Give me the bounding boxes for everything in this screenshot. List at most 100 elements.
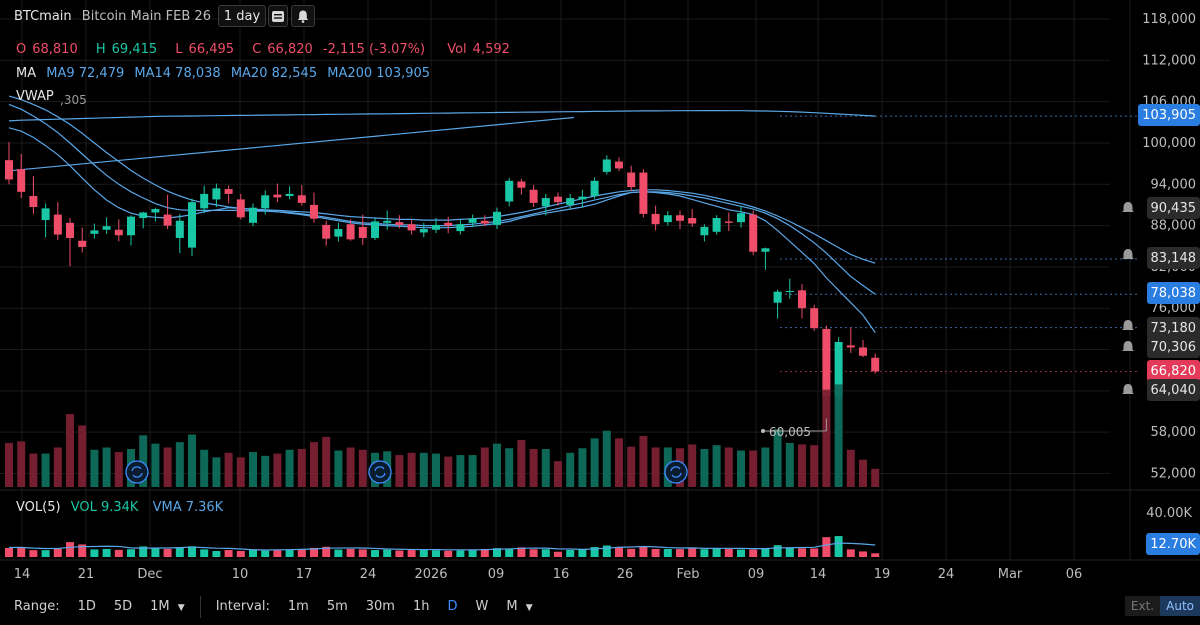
interval-chip-label: 1 day — [223, 8, 261, 24]
volume-bar — [346, 447, 355, 487]
interval-1h-button[interactable]: 1h — [412, 599, 430, 614]
candle-body — [785, 291, 794, 293]
volume-bar — [407, 452, 416, 487]
volume-bar — [871, 468, 880, 487]
candle-body — [236, 199, 245, 218]
volume-pane-bars — [5, 536, 880, 557]
time-axis-tick-label: 09 — [748, 567, 765, 582]
volume-pane-bar — [444, 550, 453, 557]
volume-pane-bar — [688, 548, 697, 557]
time-axis[interactable]: 14 21 Dec 10 17 24 2026 09 16 26 Feb 09 14 19 24 Mar 06 — [14, 567, 1083, 582]
candle-body — [200, 193, 209, 209]
time-axis-tick-label: 19 — [874, 567, 891, 582]
volume-pane-bar — [273, 550, 282, 557]
volume-bar — [163, 447, 172, 487]
volume-bar — [798, 444, 806, 487]
candle-body — [529, 189, 538, 203]
candle-body — [114, 229, 123, 236]
candle-body — [541, 198, 550, 207]
volume-bar — [688, 444, 697, 487]
volume-bar — [822, 389, 831, 487]
volume-pane-bar — [334, 549, 343, 557]
interval-w-button[interactable]: W — [475, 599, 489, 614]
candle-body — [175, 220, 184, 238]
range-1m-button[interactable]: 1M ▼ — [141, 599, 194, 614]
volume-bar — [810, 445, 819, 487]
volume-pane-bar — [346, 548, 355, 557]
interval-1m-button[interactable]: 1m — [287, 599, 309, 614]
candle-body — [663, 215, 672, 223]
volume-bar — [41, 453, 50, 487]
volume-bar — [139, 435, 148, 487]
volume-pane-bar — [407, 550, 416, 557]
bottom-toolbar: Range: 1D 5D 1M ▼ Interval: 1m 5m 30m 1h… — [0, 588, 1200, 625]
candle-body — [554, 196, 562, 203]
ohlc-volume-label: Vol — [447, 42, 467, 57]
volume-bar — [432, 453, 440, 487]
interval-d-button[interactable]: D — [447, 599, 458, 614]
candle-body — [102, 226, 111, 230]
price-axis-tick-label: 112,000 — [1142, 53, 1196, 68]
volume-bar — [627, 446, 636, 487]
ohlc-row: O 68,810 H 69,415 L 66,495 C 66,820 -2,115 (… — [16, 42, 516, 57]
volume-legend-label: VOL(5) — [16, 500, 61, 515]
volume-bar — [212, 457, 221, 487]
volume-legend[interactable]: VOL(5) VOL 9.34K VMA 7.36K — [16, 500, 229, 515]
volume-legend-vma: VMA 7.36K — [152, 500, 224, 515]
interval-5m-button[interactable]: 5m — [326, 599, 348, 614]
price-axis-tick-label: 94,000 — [1151, 177, 1197, 192]
volume-pane-bar — [480, 548, 489, 557]
candle-body — [261, 195, 270, 209]
volume-bar — [480, 447, 489, 487]
volume-legend-vol: VOL 9.34K — [70, 500, 139, 515]
auto-button[interactable]: Auto — [1160, 596, 1200, 616]
bell-icon — [1122, 202, 1134, 212]
time-axis-tick-label: 14 — [810, 567, 827, 582]
volume-pane-bar — [700, 549, 709, 557]
candle-body — [822, 328, 831, 397]
volume-bar — [17, 441, 26, 487]
volume-bar — [188, 434, 196, 487]
candle-body — [712, 218, 721, 232]
rollover-icon — [368, 460, 392, 484]
volume-pane-bar — [761, 548, 770, 557]
header-symbol-row: BTCmain Bitcoin Main FEB 26 — [14, 9, 217, 24]
volume-pane-bar — [554, 551, 562, 557]
ma-legend[interactable]: MA MA9 72,479 MA14 78,038 MA20 82,545 MA… — [16, 66, 436, 81]
ohlc-low-value: 66,495 — [188, 42, 235, 57]
volume-pane-bar — [517, 547, 526, 557]
candle-body — [334, 229, 343, 237]
volume-pane-bar — [175, 547, 184, 557]
rollover-icon — [125, 460, 149, 484]
volume-bar — [773, 429, 782, 487]
range-1d-button[interactable]: 1D — [77, 599, 96, 614]
interval-m-button[interactable]: M ▼ — [497, 599, 541, 614]
bell-icon[interactable] — [291, 5, 315, 27]
symbol-name[interactable]: BTCmain — [14, 9, 72, 24]
ma9-line — [8, 127, 876, 333]
range-5d-button[interactable]: 5D — [113, 599, 133, 614]
volume-pane-bar — [151, 548, 160, 557]
candlestick-series[interactable] — [5, 142, 880, 419]
price-axis-tick-label: 58,000 — [1151, 425, 1197, 440]
volume-bar — [66, 414, 74, 487]
volume-pane-bar — [41, 550, 50, 557]
toolbar-divider — [199, 595, 201, 618]
vwap-legend[interactable]: VWAP — [16, 89, 60, 104]
volume-bar — [151, 443, 160, 487]
volume-bar — [456, 455, 465, 487]
candle-body — [383, 220, 392, 223]
list-icon[interactable] — [268, 5, 288, 27]
bell-icon — [1122, 341, 1134, 351]
rollover-icon — [664, 460, 688, 484]
volume-bar — [578, 448, 587, 487]
ext-button[interactable]: Ext. — [1124, 596, 1161, 616]
volume-bar — [334, 450, 343, 487]
volume-pane-bar — [212, 550, 221, 557]
candle-body — [590, 180, 599, 196]
ma14-line — [8, 103, 876, 295]
interval-30m-button[interactable]: 30m — [365, 599, 395, 614]
interval-chip[interactable]: 1 day — [218, 5, 266, 27]
volume-bar — [834, 384, 843, 487]
